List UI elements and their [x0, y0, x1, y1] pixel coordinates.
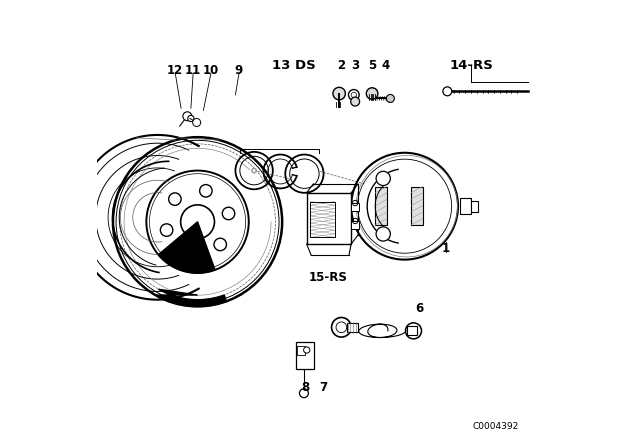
Circle shape — [193, 118, 201, 126]
Text: 4: 4 — [381, 60, 390, 73]
Circle shape — [336, 322, 347, 332]
Text: C0004392: C0004392 — [473, 422, 519, 431]
Circle shape — [351, 97, 360, 106]
Circle shape — [200, 185, 212, 197]
Text: 14-RS: 14-RS — [449, 60, 493, 73]
Circle shape — [376, 171, 390, 185]
Text: 8: 8 — [301, 381, 310, 394]
Circle shape — [222, 207, 235, 220]
Polygon shape — [156, 289, 227, 306]
Circle shape — [351, 92, 356, 98]
Circle shape — [183, 246, 195, 259]
Circle shape — [188, 116, 194, 121]
Circle shape — [183, 112, 192, 121]
Bar — [407, 327, 417, 335]
Circle shape — [443, 87, 452, 96]
Circle shape — [333, 87, 346, 100]
Circle shape — [410, 327, 417, 335]
Bar — [347, 323, 358, 332]
Circle shape — [349, 90, 359, 100]
Text: 3: 3 — [351, 60, 359, 73]
Text: 9: 9 — [235, 64, 243, 77]
Text: 13 DS: 13 DS — [272, 60, 316, 73]
Circle shape — [180, 205, 214, 239]
Polygon shape — [158, 222, 215, 273]
Circle shape — [214, 238, 227, 251]
Bar — [375, 188, 387, 225]
Circle shape — [387, 95, 394, 103]
Circle shape — [169, 193, 181, 205]
Circle shape — [366, 88, 378, 99]
Text: 2: 2 — [337, 60, 346, 73]
Text: 5: 5 — [369, 60, 377, 73]
Circle shape — [300, 389, 308, 398]
Bar — [472, 201, 478, 211]
Text: 6: 6 — [415, 302, 424, 315]
Circle shape — [303, 347, 310, 353]
Circle shape — [376, 227, 390, 241]
Bar — [351, 203, 359, 211]
Circle shape — [332, 318, 351, 337]
Circle shape — [161, 224, 173, 236]
Text: 12: 12 — [167, 64, 184, 77]
Bar — [296, 342, 314, 369]
Circle shape — [406, 323, 422, 339]
Text: 7: 7 — [319, 381, 328, 394]
Bar — [460, 198, 472, 214]
Bar — [310, 202, 335, 237]
Bar — [307, 193, 351, 244]
Text: 11: 11 — [185, 64, 201, 77]
Bar — [411, 188, 423, 225]
Text: 1: 1 — [442, 242, 450, 255]
Text: 15-RS: 15-RS — [308, 271, 348, 284]
Bar — [351, 221, 359, 228]
Text: 10: 10 — [203, 64, 219, 77]
Bar — [298, 346, 305, 355]
